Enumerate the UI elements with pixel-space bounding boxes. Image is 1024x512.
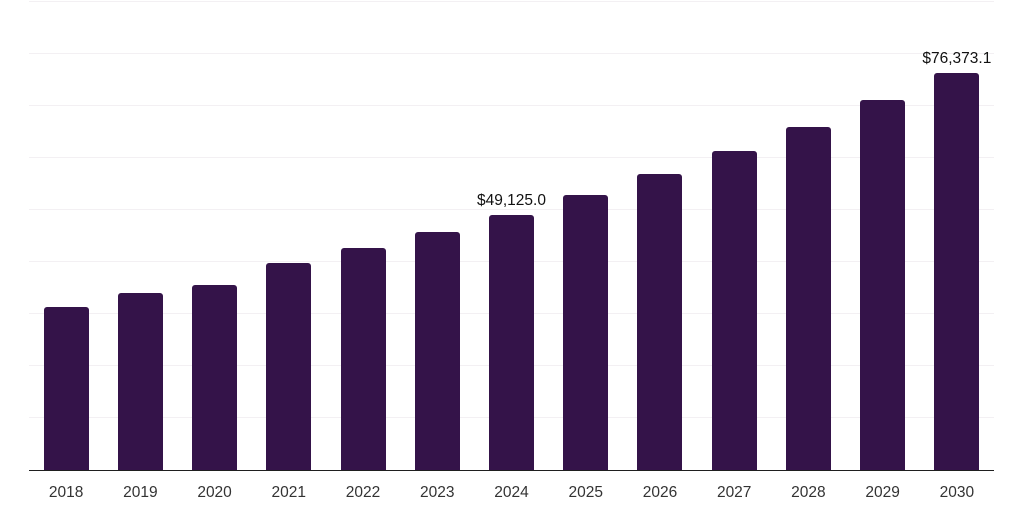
x-tick-label-2028: 2028 [791, 484, 826, 501]
x-tick-label-2020: 2020 [197, 484, 232, 501]
bar-2023 [414, 232, 460, 470]
bar-2027 [711, 151, 757, 470]
bar-2021 [266, 263, 312, 470]
bar-2030 [934, 72, 980, 470]
x-tick-label-2024: 2024 [494, 484, 529, 501]
bar-2028 [785, 127, 831, 470]
x-axis-line [29, 469, 994, 471]
x-tick-label-2027: 2027 [716, 484, 752, 501]
bar-2019 [117, 293, 163, 470]
x-tick-label-2026: 2026 [642, 484, 678, 501]
bar-2020 [192, 284, 238, 470]
data-label-2024: $49,125.0 [477, 191, 546, 209]
bar-2018 [43, 306, 89, 470]
gridline-60000 [29, 157, 994, 158]
gridline-50000 [29, 209, 994, 210]
x-tick-label-2021: 2021 [271, 484, 307, 501]
x-tick-label-2030: 2030 [939, 484, 975, 501]
bar-2022 [340, 247, 386, 470]
x-axis-labels: 2018 2019 2020 2021 2022 2023 2024 2025 2026 2027… [0, 470, 1024, 512]
bar-2026 [637, 174, 683, 470]
x-tick-label-2018: 2018 [48, 484, 84, 501]
data-label-2030: $76,373.1 [922, 49, 992, 67]
x-tick-label-2019: 2019 [123, 484, 158, 501]
plot-area: $49,125.0 $76,373.1 [29, 0, 994, 471]
x-tick-label-2022: 2022 [345, 484, 381, 501]
bar-2024 [489, 214, 534, 470]
x-tick-label-2029: 2029 [865, 484, 900, 501]
bar-2025 [563, 194, 609, 470]
gridline-90000 [29, 1, 994, 2]
gridline-70000 [29, 105, 994, 106]
x-tick-label-2025: 2025 [568, 484, 603, 501]
gridline-80000 [29, 53, 994, 54]
x-tick-label-2023: 2023 [420, 484, 455, 501]
bar-2029 [860, 100, 906, 470]
